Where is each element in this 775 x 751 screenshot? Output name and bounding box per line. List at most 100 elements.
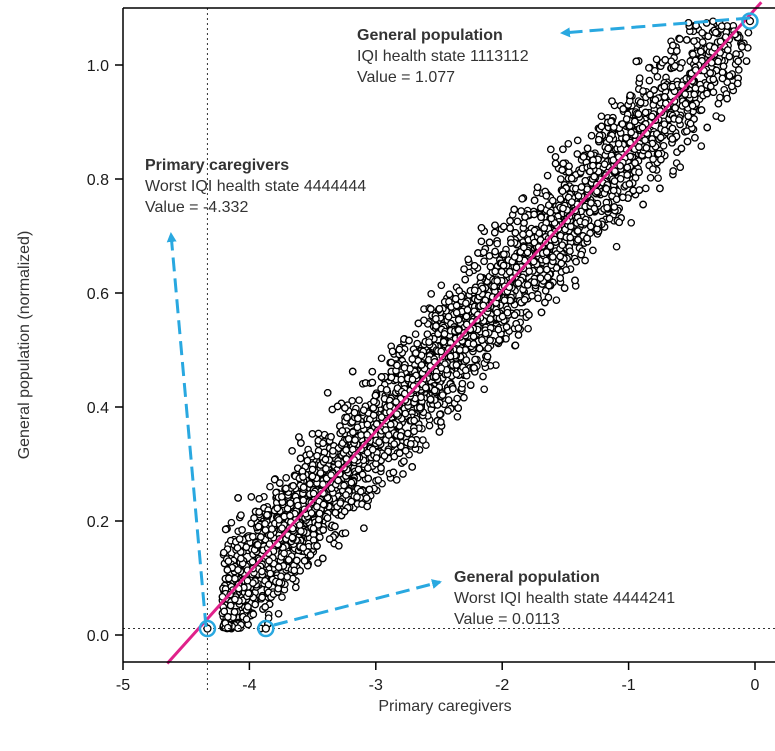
scatter-point (288, 533, 297, 542)
scatter-point (475, 344, 484, 353)
scatter-point (368, 378, 377, 387)
annotation-general-population-worst: General population Worst IQI health stat… (454, 569, 675, 628)
scatter-point (308, 465, 317, 474)
scatter-point (597, 112, 606, 121)
scatter-point (537, 203, 545, 212)
scatter-point (268, 525, 276, 533)
scatter-point (295, 521, 304, 529)
scatter-point (437, 364, 446, 373)
scatter-point (369, 404, 378, 412)
scatter-point (603, 203, 611, 212)
scatter-point (600, 160, 609, 169)
scatter-point (248, 532, 257, 541)
scatter-point (536, 266, 544, 274)
scatter-point (368, 445, 377, 454)
scatter-point (650, 86, 658, 94)
scatter-point (511, 228, 520, 237)
scatter-point (544, 293, 553, 302)
scatter-point (256, 533, 265, 541)
annotation-line: Worst IQI health state 4444444 (145, 178, 366, 195)
scatter-point (461, 275, 470, 284)
scatter-point (277, 572, 285, 581)
scatter-point (525, 229, 534, 238)
scatter-point (614, 139, 623, 148)
scatter-point (714, 99, 723, 108)
scatter-point (480, 257, 488, 266)
scatter-point (605, 214, 614, 223)
scatter-point (572, 257, 580, 266)
scatter-point (348, 396, 357, 405)
scatter-point (282, 473, 291, 482)
scatter-point (327, 432, 335, 441)
scatter-point (411, 330, 420, 339)
scatter-point (682, 127, 691, 136)
scatter-point (273, 504, 282, 513)
scatter-point (503, 308, 512, 317)
scatter-point (691, 133, 699, 142)
scatter-point (278, 593, 286, 602)
scatter-point (688, 101, 697, 110)
scatter-point (362, 494, 371, 503)
scatter-point (560, 284, 569, 292)
scatter-point (520, 219, 528, 227)
scatter-point (344, 435, 353, 443)
scatter-point (676, 163, 685, 172)
scatter-point (430, 386, 439, 395)
scatter-point (587, 199, 595, 207)
scatter-point (566, 233, 575, 242)
scatter-point (556, 274, 565, 283)
scatter-point (697, 106, 706, 114)
scatter-point (462, 299, 470, 308)
scatter-point (354, 465, 363, 474)
scatter-point (548, 253, 557, 261)
scatter-point (631, 159, 639, 167)
scatter-point (399, 470, 407, 478)
scatter-point (661, 126, 669, 135)
scatter-point (253, 540, 262, 549)
scatter-point (334, 460, 343, 468)
scatter-point (454, 315, 463, 324)
scatter-point (502, 323, 511, 331)
scatter-point (255, 494, 264, 503)
regression-line (166, 1, 763, 665)
scatter-point (417, 393, 425, 402)
scatter-point (480, 385, 489, 394)
scatter-point (309, 524, 318, 533)
scatter-point (432, 314, 440, 323)
scatter-point (338, 427, 347, 435)
scatter-point (291, 583, 300, 592)
scatter-point (505, 267, 514, 276)
scatter-point (275, 479, 284, 487)
x-tick-label: -5 (116, 677, 130, 694)
scatter-point (703, 89, 711, 98)
scatter-point (634, 110, 643, 118)
scatter-point (258, 593, 266, 602)
scatter-point (277, 492, 286, 501)
scatter-point (360, 524, 368, 533)
scatter-point (340, 481, 348, 490)
scatter-point (290, 566, 299, 575)
scatter-point (649, 165, 657, 174)
scatter-point (436, 410, 444, 419)
scatter-point (609, 186, 618, 195)
scatter-point (401, 409, 410, 418)
scatter-point (523, 281, 532, 289)
scatter-point (341, 529, 350, 537)
scatter-point (556, 252, 565, 261)
scatter-point (406, 440, 415, 448)
scatter-point (322, 464, 330, 473)
scatter-point (717, 114, 726, 122)
scatter-point (671, 104, 680, 112)
scatter-point (512, 263, 521, 272)
scatter-point (612, 242, 621, 251)
scatter-point (641, 184, 650, 193)
scatter-point (615, 218, 624, 227)
scatter-point (297, 527, 305, 536)
scatter-point (461, 366, 470, 375)
scatter-point (460, 393, 468, 402)
scatter-point (462, 312, 471, 321)
scatter-point (623, 163, 632, 172)
scatter-point (377, 464, 385, 472)
scatter-point (581, 176, 590, 185)
scatter-point (423, 330, 432, 339)
